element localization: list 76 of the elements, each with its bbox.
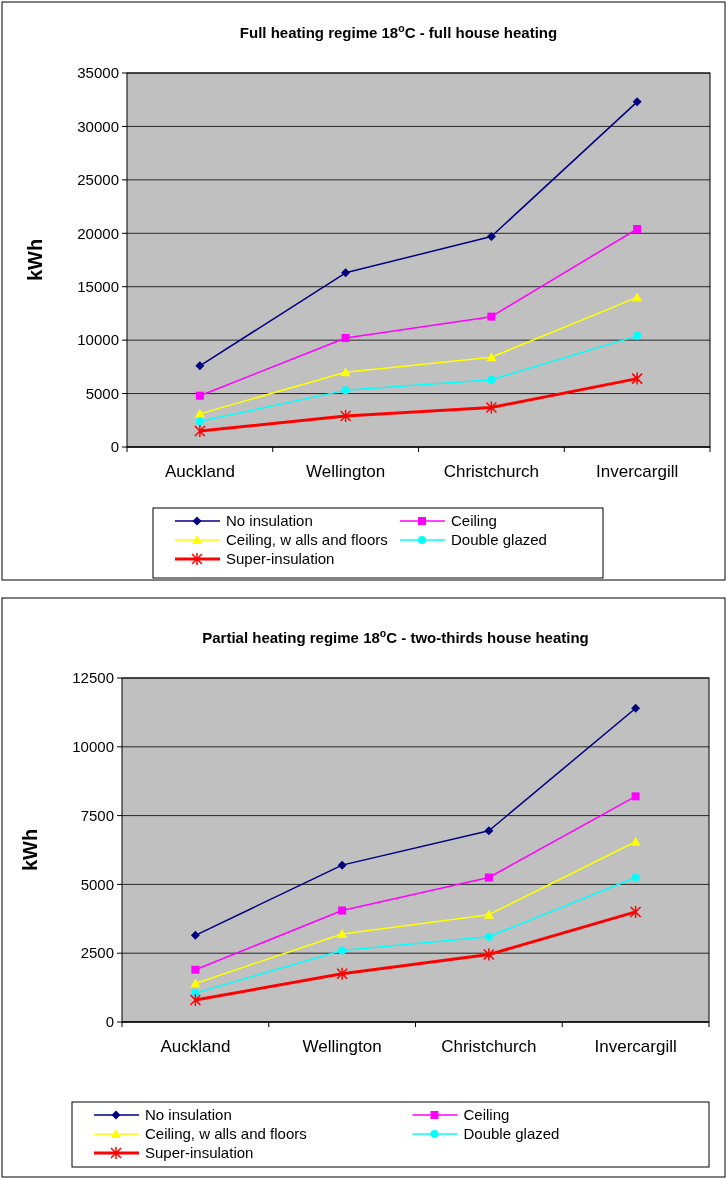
x-tick-label: Invercargill [594, 1037, 677, 1056]
y-tick-label: 10000 [72, 738, 114, 756]
chart-title: Full heating regime 18$^{o}$C - full house heating [239, 22, 558, 41]
legend-label: Ceiling [451, 512, 497, 530]
point [485, 400, 498, 415]
point [339, 409, 352, 423]
point [484, 932, 493, 941]
point [486, 231, 496, 241]
point [337, 928, 348, 938]
point [631, 371, 643, 386]
point [341, 268, 351, 278]
legend-label: Ceiling, w alls and floors [145, 1125, 307, 1143]
point [631, 792, 640, 801]
point [632, 292, 643, 302]
x-tick-label: Christchurch [441, 1037, 537, 1056]
y-axis-title: kWh [24, 238, 46, 282]
chart-title: Partial heating regime 18$^{o}$C - two-thirds house heating [202, 627, 589, 646]
point [337, 860, 347, 870]
legend-label: Super-insulation [145, 1144, 254, 1162]
legend-label: Double glazed [451, 531, 547, 549]
y-tick-label: 5000 [85, 384, 119, 402]
point [190, 978, 201, 988]
point [338, 906, 347, 915]
y-tick-label: 5000 [80, 875, 114, 893]
y-tick-label: 10000 [77, 331, 119, 349]
point [633, 225, 642, 234]
y-tick-label: 15000 [77, 277, 119, 295]
point [632, 97, 642, 107]
point [338, 946, 347, 955]
point [190, 930, 200, 940]
point [484, 873, 493, 882]
point [631, 703, 641, 713]
x-tick-label: Wellington [302, 1037, 382, 1056]
point [484, 826, 494, 836]
y-tick-label: 25000 [77, 171, 119, 189]
point [341, 334, 350, 343]
point [194, 424, 206, 438]
y-tick-label: 2500 [80, 944, 114, 962]
y-axis-title: kWh [19, 828, 41, 872]
y-tick-label: 30000 [77, 117, 119, 135]
point [336, 967, 348, 981]
point [487, 375, 496, 384]
legend-label: No insulation [145, 1106, 232, 1124]
y-tick-label: 0 [105, 1013, 114, 1031]
point [191, 989, 200, 998]
point [341, 386, 350, 395]
point [483, 947, 495, 962]
x-tick-label: Auckland [160, 1037, 231, 1056]
y-tick-label: 35000 [77, 64, 119, 82]
legend-label: Ceiling [463, 1106, 510, 1124]
point [631, 873, 640, 882]
point [189, 993, 202, 1007]
point [340, 367, 351, 377]
point [487, 312, 496, 321]
point [486, 352, 497, 362]
x-tick-label: Christchurch [443, 462, 540, 481]
x-tick-label: Auckland [164, 462, 235, 481]
legend-label: Double glazed [463, 1125, 560, 1143]
point [630, 836, 641, 846]
y-tick-label: 12500 [72, 669, 114, 687]
legend-label: Ceiling, w alls and floors [226, 531, 388, 549]
point [194, 408, 205, 418]
y-tick-label: 7500 [80, 806, 114, 824]
point [633, 331, 642, 340]
point [195, 391, 204, 400]
point [195, 361, 205, 371]
y-tick-label: 20000 [77, 224, 119, 242]
x-tick-label: Wellington [306, 462, 386, 481]
x-tick-label: Invercargill [596, 462, 679, 481]
point [191, 965, 200, 974]
legend-label: No insulation [226, 512, 313, 530]
point [483, 909, 494, 919]
y-tick-label: 0 [110, 438, 119, 456]
point [629, 905, 642, 919]
legend-label: Super-insulation [226, 550, 335, 568]
point [195, 417, 204, 426]
